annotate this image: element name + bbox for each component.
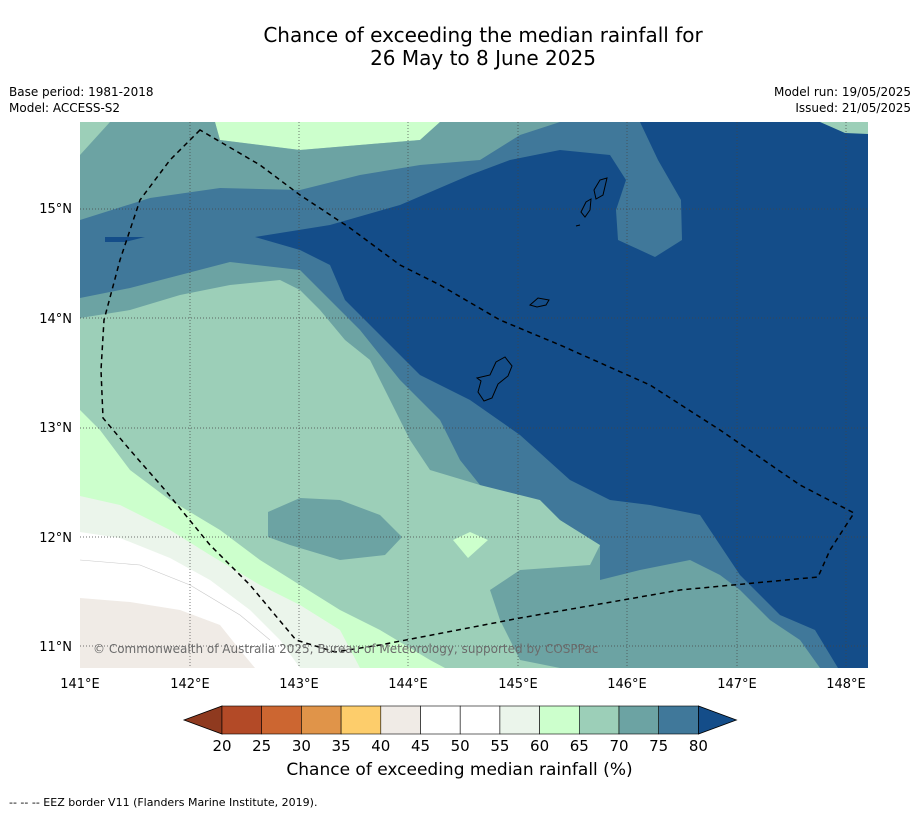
colorbar-over-arrow (698, 705, 738, 735)
colorbar-tick-label: 60 (530, 737, 549, 755)
colorbar-tick-label: 55 (490, 737, 509, 755)
colorbar-tick-label: 80 (689, 737, 708, 755)
lon-label: 147°E (717, 677, 757, 692)
colorbar-title: Chance of exceeding median rainfall (%) (286, 760, 633, 780)
contour-70-75-patch (268, 498, 402, 560)
colorbar-swatch (380, 705, 421, 735)
contour-60-65-top (215, 122, 440, 150)
colorbar-swatch (578, 705, 620, 735)
guam-island (475, 356, 513, 402)
lon-axis-labels: 141°E 142°E 143°E 144°E 145°E 146°E 147°… (60, 677, 866, 692)
colorbar-tick-label: 20 (212, 737, 231, 755)
colorbar-tick-label: 45 (411, 737, 430, 755)
lon-label: 141°E (60, 677, 100, 692)
colorbar-swatch (618, 705, 660, 735)
lat-label: 15°N (39, 202, 72, 217)
colorbar-swatch (658, 705, 699, 735)
base-period-label: Base period: 1981-2018 (9, 85, 154, 99)
model-label: Model: ACCESS-S2 (9, 101, 121, 115)
colorbar-tick-label: 50 (451, 737, 470, 755)
colorbar-swatch (539, 705, 580, 735)
eez-legend-note: -- -- -- EEZ border V11 (Flanders Marine… (9, 796, 318, 809)
map-title-line1: Chance of exceeding the median rainfall … (263, 23, 703, 47)
map-gridlines (80, 122, 868, 668)
colorbar-tick-label: 25 (252, 737, 271, 755)
colorbar-swatch (301, 705, 342, 735)
lat-label: 12°N (39, 531, 72, 546)
rota-island (528, 297, 550, 308)
colorbar-tick-label: 75 (649, 737, 668, 755)
contour-60-65-patch (453, 532, 488, 558)
colorbar-swatch (499, 705, 540, 735)
tinian-island (580, 198, 592, 218)
colorbar-swatch (221, 705, 263, 735)
rainfall-map: © Commonwealth of Australia 2025, Bureau… (39, 122, 868, 755)
issued-label: Issued: 21/05/2025 (795, 101, 911, 115)
colorbar-swatch (459, 705, 501, 735)
saipan-island (593, 177, 608, 200)
lat-axis-labels: 15°N 14°N 13°N 12°N 11°N (39, 202, 72, 655)
colorbar-tick-label: 65 (570, 737, 589, 755)
colorbar-tick-label: 40 (371, 737, 390, 755)
lon-label: 144°E (388, 677, 428, 692)
contour-40-45 (80, 598, 255, 668)
lat-label: 13°N (39, 421, 72, 436)
lon-label: 148°E (826, 677, 866, 692)
eez-border (100, 129, 856, 653)
colorbar-tick-label: 35 (332, 737, 351, 755)
colorbar-tick-label: 30 (292, 737, 311, 755)
colorbar-tick-label: 70 (609, 737, 628, 755)
contour-fields (80, 122, 868, 668)
aguijan-island (575, 224, 581, 227)
contour-80-plus (255, 122, 868, 668)
lat-label: 14°N (39, 312, 72, 327)
lon-label: 143°E (279, 677, 319, 692)
lon-label: 146°E (607, 677, 647, 692)
lon-label: 142°E (170, 677, 210, 692)
lat-label: 11°N (39, 640, 72, 655)
lon-label: 145°E (498, 677, 538, 692)
island-outlines (475, 177, 608, 402)
colorbar-swatch (420, 705, 461, 735)
colorbar: 20 25 30 35 40 45 50 55 60 65 70 75 80 (182, 705, 738, 755)
colorbar-under-arrow (182, 705, 223, 735)
copyright-notice: © Commonwealth of Australia 2025, Bureau… (93, 642, 598, 656)
colorbar-swatch (340, 705, 382, 735)
contour-65-70-corner (820, 122, 868, 134)
colorbar-swatch (261, 705, 302, 735)
map-title-line2: 26 May to 8 June 2025 (370, 46, 596, 70)
contour-80-patch (105, 237, 145, 242)
model-run-label: Model run: 19/05/2025 (773, 85, 911, 99)
